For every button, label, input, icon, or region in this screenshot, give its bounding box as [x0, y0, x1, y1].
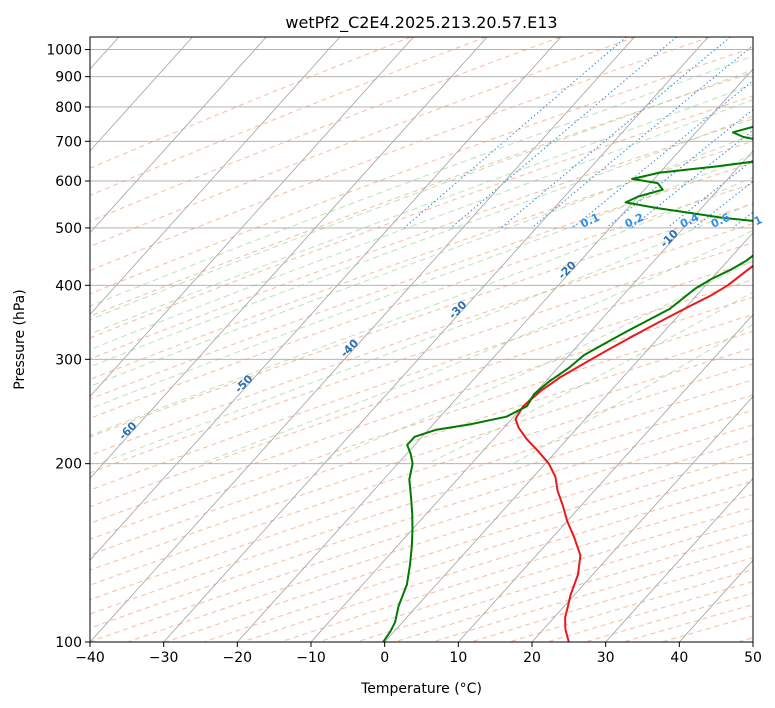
isotherm-line [90, 37, 635, 642]
dry-adiabat-line [90, 409, 753, 629]
y-tick-label: 200 [55, 457, 82, 473]
x-tick-label: −40 [75, 650, 105, 666]
isotherm-line [605, 477, 753, 642]
moist-adiabat-line [99, 201, 753, 465]
moist-adiabat-line [90, 99, 753, 351]
y-tick-label: 300 [55, 352, 82, 368]
grid-layer [90, 37, 753, 642]
dewpoint-profile-line [382, 125, 753, 642]
dry-adiabat-line [90, 330, 753, 556]
moist-adiabat-line [90, 154, 753, 410]
plot-frame [89, 36, 754, 643]
isotherm-line [531, 395, 753, 642]
axes-layer: −40 −30 −20 −10 0 10 20 30 40 50 100 200 300 400 500 60… [46, 43, 762, 666]
mixing-ratio-line [572, 80, 753, 229]
dry-adiabat-line [90, 162, 753, 400]
y-tick-label: 900 [55, 70, 82, 86]
dry-adiabat-line [90, 37, 636, 248]
y-tick-label: 100 [55, 635, 82, 651]
x-tick-label: 50 [744, 650, 762, 666]
isotherm-line [90, 37, 193, 152]
moist-adiabat-line [90, 133, 753, 387]
moist-adiabat-line [90, 176, 753, 436]
dry-adiabat-line [90, 47, 753, 295]
isotherm-line [90, 37, 562, 561]
mixing-ratio-line [500, 37, 731, 229]
isotherm-line [90, 37, 267, 234]
isotherm-line [90, 37, 414, 398]
isotherm-line [90, 37, 341, 316]
mixing-ratio-line [630, 129, 753, 229]
dry-adiabat-line [90, 203, 753, 438]
y-tick-label: 400 [55, 278, 82, 294]
isotherm-line [163, 37, 709, 642]
moist-adiabat-line [427, 291, 753, 465]
isotherm-line [90, 37, 488, 479]
dry-adiabat-line [318, 506, 753, 642]
dry-adiabat-line [90, 314, 753, 540]
moist-adiabat-line [318, 259, 753, 465]
x-tick-label: −30 [149, 650, 179, 666]
dry-adiabat-line [241, 480, 753, 642]
profiles-layer [382, 125, 753, 642]
x-tick-label: 30 [597, 650, 615, 666]
dry-adiabat-line [165, 452, 753, 642]
mixing-ratio-line [605, 108, 753, 229]
mixing-ratio-line [531, 44, 753, 229]
dry-adiabat-line [394, 532, 753, 642]
x-tick-label: 0 [380, 650, 389, 666]
moist-adiabat-line [90, 115, 753, 368]
isotherm-line [310, 150, 753, 642]
dry-adiabat-line [90, 242, 753, 474]
x-tick-label: 20 [523, 650, 541, 666]
x-tick-label: −10 [296, 650, 326, 666]
x-tick-label: 10 [449, 650, 467, 666]
isotherm-line [384, 232, 753, 642]
isotherm-line [236, 68, 753, 642]
y-tick-label: 800 [55, 100, 82, 116]
mixing-ratio-line [693, 180, 753, 229]
moist-adiabat-line [90, 83, 753, 335]
dry-adiabat-line [90, 118, 753, 360]
y-axis-label: Pressure (hPa) [12, 289, 28, 389]
y-tick-label: 500 [55, 221, 82, 237]
x-tick-label: −20 [223, 650, 253, 666]
y-tick-label: 700 [55, 134, 82, 150]
mixing-ratio-line [403, 37, 627, 229]
background-lines-layer [90, 37, 753, 642]
temperature-profile-line [514, 264, 753, 642]
y-tick-label: 1000 [46, 43, 82, 59]
dry-adiabat-line [90, 37, 710, 272]
x-axis-label: Temperature (°C) [360, 681, 482, 697]
isotherm-line [457, 313, 753, 642]
dry-adiabat-line [90, 424, 753, 642]
y-tick-label: 600 [55, 174, 82, 190]
dry-adiabat-line [90, 379, 753, 601]
dry-adiabat-line [90, 183, 753, 419]
moist-adiabat-line [513, 323, 753, 465]
dry-adiabat-line [90, 347, 753, 571]
chart-title: wetPf2_C2E4.2025.213.20.57.E13 [285, 13, 557, 33]
x-tick-label: 40 [670, 650, 688, 666]
